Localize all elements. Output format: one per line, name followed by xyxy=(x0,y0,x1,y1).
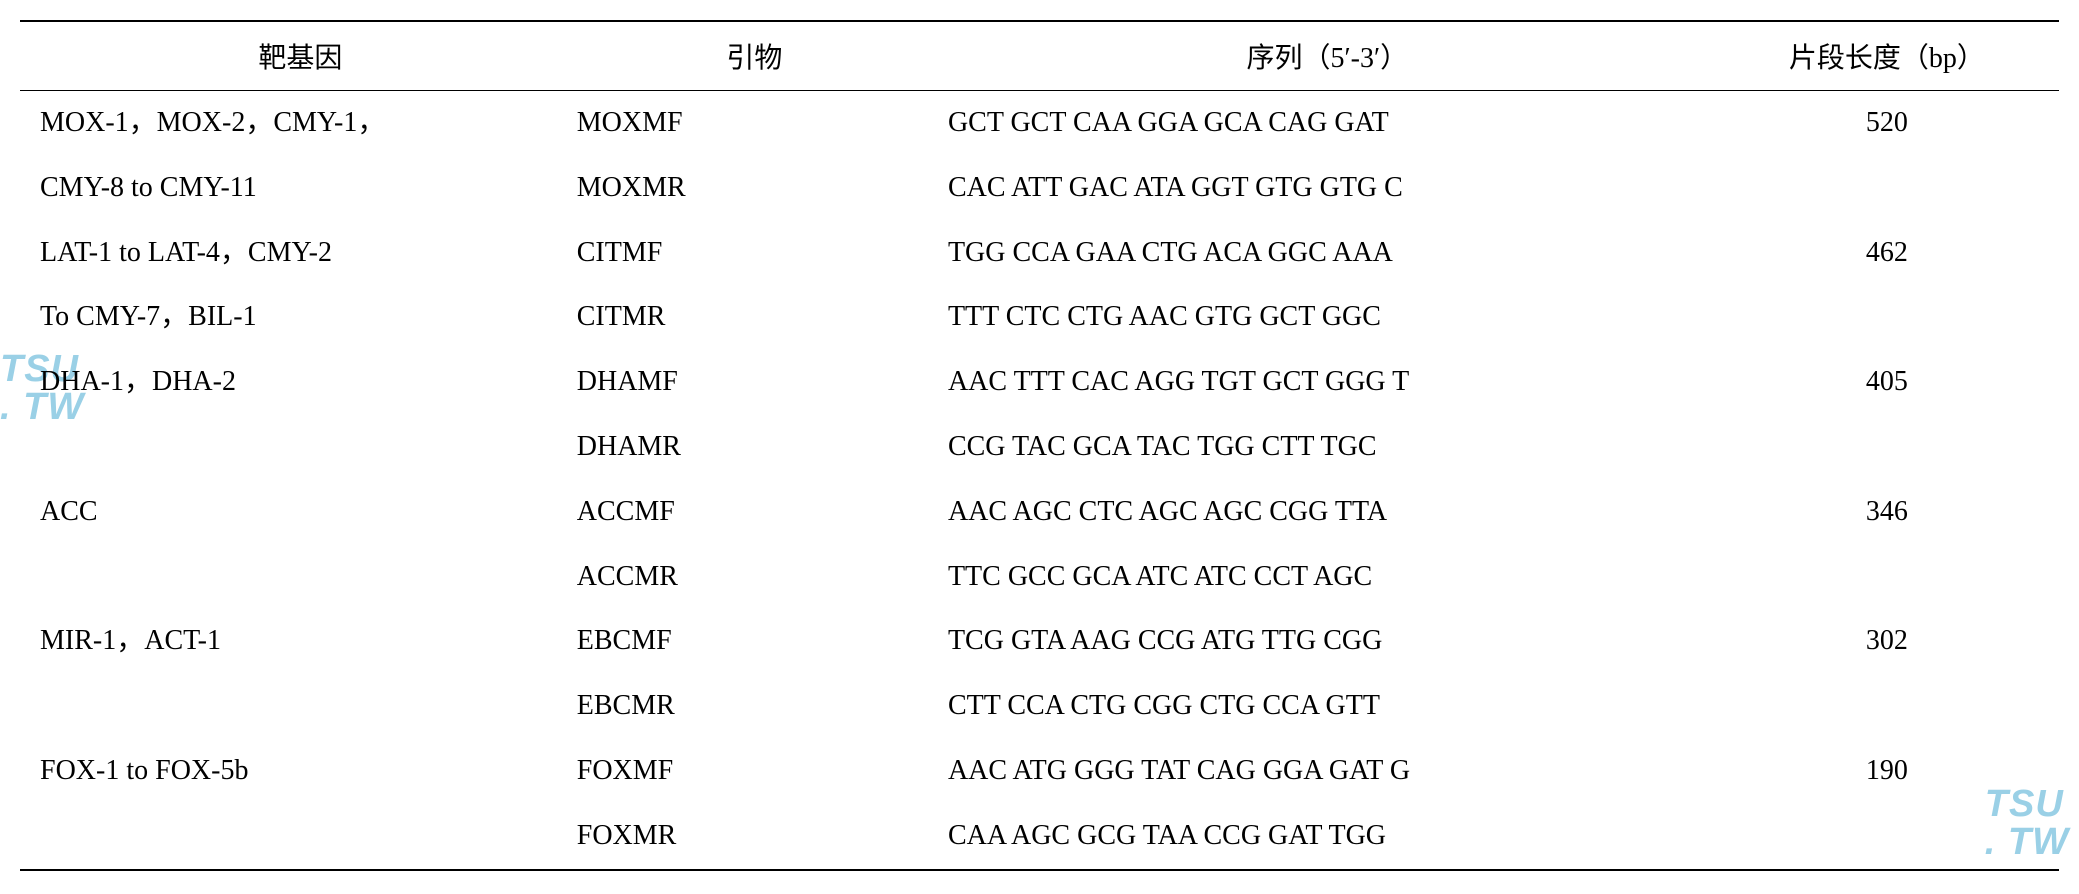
cell-target xyxy=(20,545,569,610)
cell-sequence: GCT GCT CAA GGA GCA CAG GAT xyxy=(940,91,1715,156)
cell-sequence: CCG TAC GCA TAC TGG CTT TGC xyxy=(940,415,1715,480)
cell-primer: EBCMR xyxy=(569,674,940,739)
cell-length xyxy=(1715,674,2059,739)
cell-length: 405 xyxy=(1715,350,2059,415)
cell-sequence: CAA AGC GCG TAA CCG GAT TGG xyxy=(940,804,1715,870)
cell-sequence: TGG CCA GAA CTG ACA GGC AAA xyxy=(940,221,1715,286)
cell-primer: DHAMR xyxy=(569,415,940,480)
table-row: To CMY-7，BIL-1 CITMR TTT CTC CTG AAC GTG… xyxy=(20,285,2059,350)
header-row: 靶基因 引物 序列（5′-3′） 片段长度（bp） xyxy=(20,21,2059,91)
table-row: FOX-1 to FOX-5b FOXMF AAC ATG GGG TAT CA… xyxy=(20,739,2059,804)
table-row: DHA-1，DHA-2 DHAMF AAC TTT CAC AGG TGT GC… xyxy=(20,350,2059,415)
cell-primer: DHAMF xyxy=(569,350,940,415)
table-row: FOXMR CAA AGC GCG TAA CCG GAT TGG xyxy=(20,804,2059,870)
cell-length xyxy=(1715,415,2059,480)
header-primer: 引物 xyxy=(569,21,940,91)
cell-primer: FOXMR xyxy=(569,804,940,870)
table-row: EBCMR CTT CCA CTG CGG CTG CCA GTT xyxy=(20,674,2059,739)
table-row: CMY-8 to CMY-11 MOXMR CAC ATT GAC ATA GG… xyxy=(20,156,2059,221)
cell-primer: MOXMF xyxy=(569,91,940,156)
cell-sequence: AAC ATG GGG TAT CAG GGA GAT G xyxy=(940,739,1715,804)
cell-target: FOX-1 to FOX-5b xyxy=(20,739,569,804)
cell-sequence: TCG GTA AAG CCG ATG TTG CGG xyxy=(940,609,1715,674)
table-body: MOX-1，MOX-2，CMY-1， MOXMF GCT GCT CAA GGA… xyxy=(20,91,2059,870)
header-sequence: 序列（5′-3′） xyxy=(940,21,1715,91)
table-row: MIR-1，ACT-1 EBCMF TCG GTA AAG CCG ATG TT… xyxy=(20,609,2059,674)
table-row: DHAMR CCG TAC GCA TAC TGG CTT TGC xyxy=(20,415,2059,480)
cell-length: 346 xyxy=(1715,480,2059,545)
cell-sequence: AAC AGC CTC AGC AGC CGG TTA xyxy=(940,480,1715,545)
table-row: LAT-1 to LAT-4，CMY-2 CITMF TGG CCA GAA C… xyxy=(20,221,2059,286)
header-length: 片段长度（bp） xyxy=(1715,21,2059,91)
cell-target: MOX-1，MOX-2，CMY-1， xyxy=(20,91,569,156)
cell-length: 190 xyxy=(1715,739,2059,804)
cell-target: DHA-1，DHA-2 xyxy=(20,350,569,415)
cell-primer: ACCMF xyxy=(569,480,940,545)
cell-length: 462 xyxy=(1715,221,2059,286)
table-row: ACC ACCMF AAC AGC CTC AGC AGC CGG TTA 34… xyxy=(20,480,2059,545)
cell-length: 520 xyxy=(1715,91,2059,156)
table-row: MOX-1，MOX-2，CMY-1， MOXMF GCT GCT CAA GGA… xyxy=(20,91,2059,156)
cell-length xyxy=(1715,285,2059,350)
cell-length xyxy=(1715,545,2059,610)
cell-length xyxy=(1715,804,2059,870)
cell-target xyxy=(20,415,569,480)
cell-sequence: TTC GCC GCA ATC ATC CCT AGC xyxy=(940,545,1715,610)
table-row: ACCMR TTC GCC GCA ATC ATC CCT AGC xyxy=(20,545,2059,610)
cell-sequence: CTT CCA CTG CGG CTG CCA GTT xyxy=(940,674,1715,739)
cell-sequence: TTT CTC CTG AAC GTG GCT GGC xyxy=(940,285,1715,350)
cell-target: MIR-1，ACT-1 xyxy=(20,609,569,674)
cell-primer: MOXMR xyxy=(569,156,940,221)
cell-primer: CITMR xyxy=(569,285,940,350)
cell-primer: ACCMR xyxy=(569,545,940,610)
cell-primer: CITMF xyxy=(569,221,940,286)
cell-target: To CMY-7，BIL-1 xyxy=(20,285,569,350)
cell-target: ACC xyxy=(20,480,569,545)
header-target: 靶基因 xyxy=(20,21,569,91)
cell-target xyxy=(20,804,569,870)
primer-table: 靶基因 引物 序列（5′-3′） 片段长度（bp） MOX-1，MOX-2，CM… xyxy=(20,20,2059,871)
cell-length: 302 xyxy=(1715,609,2059,674)
cell-primer: FOXMF xyxy=(569,739,940,804)
cell-length xyxy=(1715,156,2059,221)
cell-target xyxy=(20,674,569,739)
cell-sequence: CAC ATT GAC ATA GGT GTG GTG C xyxy=(940,156,1715,221)
cell-primer: EBCMF xyxy=(569,609,940,674)
cell-sequence: AAC TTT CAC AGG TGT GCT GGG T xyxy=(940,350,1715,415)
cell-target: CMY-8 to CMY-11 xyxy=(20,156,569,221)
cell-target: LAT-1 to LAT-4，CMY-2 xyxy=(20,221,569,286)
